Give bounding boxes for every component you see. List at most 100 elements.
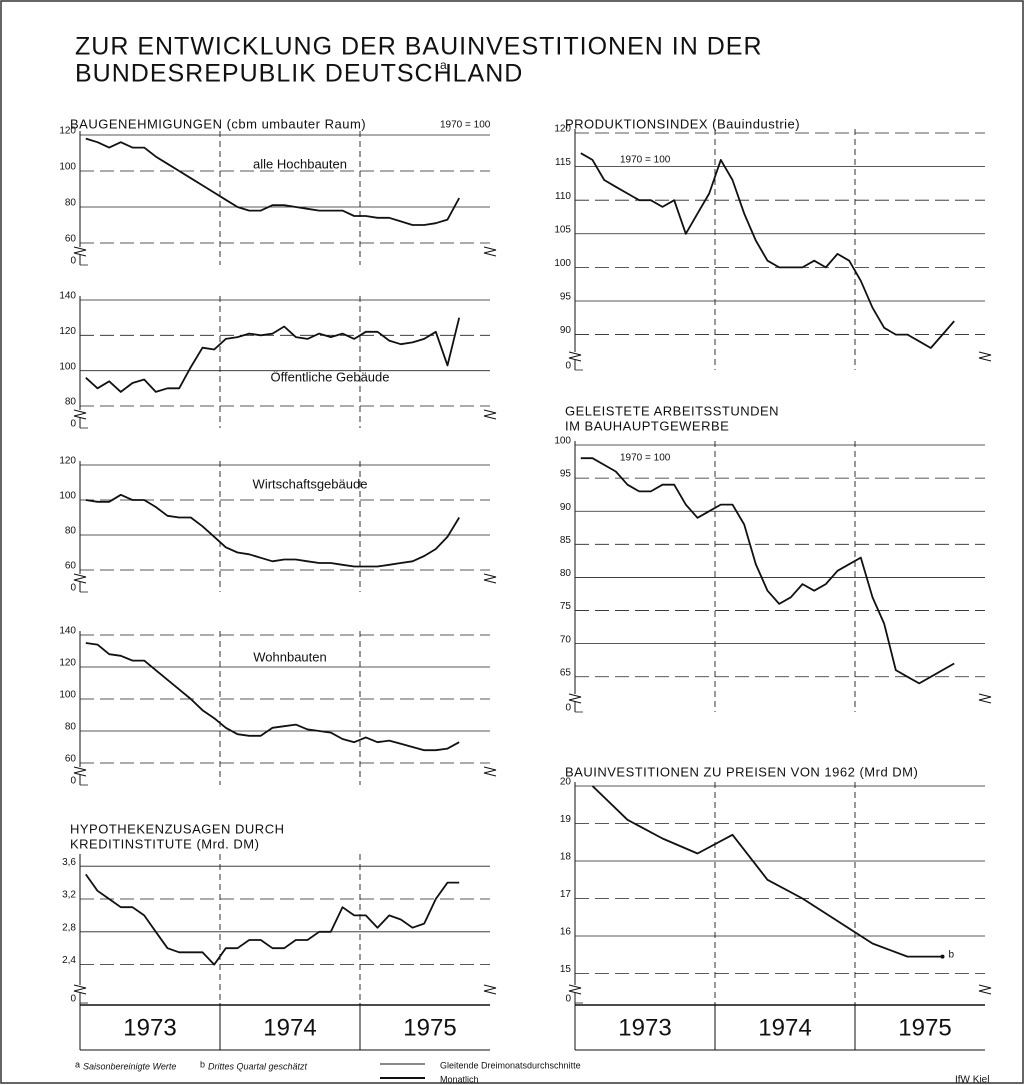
y-tick-label: 80 bbox=[65, 397, 77, 408]
y-tick-label: 120 bbox=[554, 124, 571, 135]
y-tick-label: 0 bbox=[565, 703, 571, 714]
y-tick-label: 0 bbox=[70, 583, 76, 594]
line bbox=[85, 317, 461, 393]
y-tick-label: 19 bbox=[560, 814, 572, 825]
y-tick-label: 16 bbox=[560, 927, 572, 938]
footnote: Saisonbereinigte Werte bbox=[83, 1061, 176, 1071]
end-point bbox=[940, 954, 945, 959]
chart-title: BAUINVESTITIONEN ZU PREISEN VON 1962 (Mr… bbox=[565, 764, 918, 779]
axis-break bbox=[73, 984, 87, 995]
axis-break bbox=[73, 766, 87, 777]
y-tick-label: 80 bbox=[560, 568, 572, 579]
source: IfW Kiel bbox=[955, 1075, 989, 1085]
axis-break bbox=[483, 766, 497, 777]
y-tick-label: 65 bbox=[560, 667, 572, 678]
axis-break bbox=[568, 693, 582, 704]
y-tick-label: 100 bbox=[554, 436, 571, 447]
y-tick-label: 0 bbox=[565, 361, 571, 372]
axis-break bbox=[73, 246, 87, 257]
chart: Wohnbauten 0 60 80 100 120 140 bbox=[59, 626, 497, 787]
y-tick-label: 100 bbox=[554, 258, 571, 269]
y-tick-label: 120 bbox=[59, 126, 76, 137]
y-tick-label: 140 bbox=[59, 291, 76, 302]
y-tick-label: 3,2 bbox=[62, 890, 76, 901]
y-tick-label: 80 bbox=[65, 198, 77, 209]
y-tick-label: 110 bbox=[555, 191, 571, 202]
line bbox=[580, 152, 955, 349]
axis-break bbox=[483, 984, 497, 995]
axis-break bbox=[73, 573, 87, 584]
chart: PRODUKTIONSINDEX (Bauindustrie) 1970 = 10… bbox=[554, 116, 992, 372]
y-tick-label: 105 bbox=[554, 224, 571, 235]
y-tick-label: 2,8 bbox=[62, 922, 76, 933]
x-tick-label: 1975 bbox=[898, 1014, 951, 1041]
footer: a Saisonbereinigte Werte b Drittes Quart… bbox=[75, 1059, 989, 1085]
y-tick-label: 75 bbox=[560, 601, 572, 612]
x-tick-label: 1973 bbox=[123, 1014, 176, 1041]
x-tick-label: 1974 bbox=[758, 1014, 811, 1041]
chart-title: BAUGENEHMIGUNGEN (cbm umbauter Raum) bbox=[70, 116, 366, 131]
y-tick-label: 0 bbox=[70, 776, 76, 787]
chart-note: 1970 = 100 bbox=[620, 453, 671, 464]
chart-title: IM BAUHAUPTGEWERBE bbox=[565, 418, 729, 433]
x-tick-label: 1975 bbox=[403, 1014, 456, 1041]
chart-title: GELEISTETE ARBEITSSTUNDEN bbox=[565, 403, 779, 418]
axis-break bbox=[483, 246, 497, 257]
axis-break bbox=[978, 693, 992, 704]
y-tick-label: 90 bbox=[560, 502, 572, 513]
chart-title: KREDITINSTITUTE (Mrd. DM) bbox=[70, 836, 259, 851]
y-tick-label: 0 bbox=[565, 994, 571, 1005]
line bbox=[85, 642, 460, 752]
y-tick-label: 17 bbox=[560, 889, 572, 900]
x-tick-label: 1974 bbox=[263, 1014, 316, 1041]
chart-title: PRODUKTIONSINDEX (Bauindustrie) bbox=[565, 116, 800, 131]
y-tick-label: 80 bbox=[65, 722, 77, 733]
y-tick-label: 80 bbox=[65, 526, 77, 537]
y-tick-label: 115 bbox=[555, 157, 571, 168]
y-tick-label: 100 bbox=[59, 491, 76, 502]
panel-label: Öffentliche Gebäude bbox=[270, 369, 389, 384]
y-tick-label: 0 bbox=[70, 256, 76, 267]
axis-break bbox=[978, 984, 992, 995]
chart: BAUINVESTITIONEN ZU PREISEN VON 1962 (Mr… bbox=[560, 764, 992, 1051]
end-mark: b bbox=[949, 949, 955, 960]
y-tick-label: 3,6 bbox=[62, 857, 76, 868]
legend-label: Monatlich bbox=[440, 1074, 479, 1084]
y-tick-label: 120 bbox=[59, 326, 76, 337]
line bbox=[580, 457, 955, 685]
y-tick-label: 60 bbox=[65, 234, 77, 245]
axis-break bbox=[568, 351, 582, 362]
x-tick-label: 1973 bbox=[618, 1014, 671, 1041]
y-tick-label: 90 bbox=[560, 325, 572, 336]
y-tick-label: 120 bbox=[59, 658, 76, 669]
axis-break bbox=[483, 573, 497, 584]
axis-break bbox=[568, 984, 582, 995]
axis-break bbox=[978, 351, 992, 362]
y-tick-label: 20 bbox=[560, 777, 572, 788]
panel-label: Wohnbauten bbox=[253, 649, 327, 664]
title-mark: a bbox=[440, 58, 447, 72]
footnote: Drittes Quartal geschätzt bbox=[208, 1061, 308, 1071]
y-tick-label: 60 bbox=[65, 754, 77, 765]
panel-label: alle Hochbauten bbox=[253, 156, 347, 171]
y-tick-label: 2,4 bbox=[62, 955, 76, 966]
y-tick-label: 18 bbox=[560, 852, 572, 863]
main-title: BUNDESREPUBLIK DEUTSCHLAND bbox=[75, 60, 523, 88]
line bbox=[85, 493, 460, 568]
y-tick-label: 100 bbox=[59, 690, 76, 701]
chart-title: HYPOTHEKENZUSAGEN DURCH bbox=[70, 821, 284, 836]
chart-note: 1970 = 100 bbox=[620, 155, 671, 166]
chart: Wirtschaftsgebäude 0 60 80 100 120 bbox=[59, 456, 497, 594]
chart: Öffentliche Gebäude 0 80 100 120 140 bbox=[59, 291, 497, 430]
axis-break bbox=[73, 409, 87, 420]
line bbox=[85, 137, 460, 226]
main-title: ZUR ENTWICKLUNG DER BAUINVESTITIONEN IN … bbox=[75, 33, 763, 61]
y-tick-label: 70 bbox=[560, 634, 572, 645]
y-tick-label: 0 bbox=[70, 419, 76, 430]
chart: BAUGENEHMIGUNGEN (cbm umbauter Raum) 1970… bbox=[59, 116, 497, 267]
y-tick-label: 60 bbox=[65, 561, 77, 572]
